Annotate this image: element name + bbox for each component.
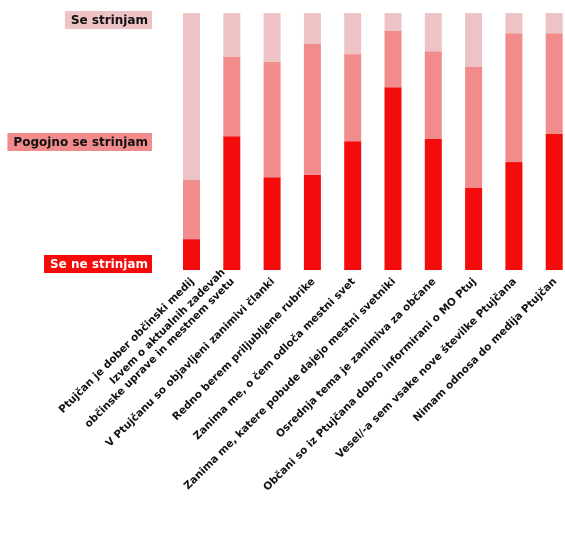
category-label-10: Nimam odnosa do medija Ptujčan: [411, 276, 559, 424]
legend: Se ne strinjam Pogojno se strinjam Se stri…: [7, 11, 152, 273]
bar-segment-se-ne-strinjam-2: [223, 136, 241, 270]
bar-segment-se-ne-strinjam-4: [303, 174, 321, 270]
bar-segment-se-strinjam-1: [183, 13, 200, 181]
bar-segment-pogojno-se-strinjam-5: [344, 54, 362, 142]
bar-segment-pogojno-se-strinjam-10: [545, 33, 563, 134]
bar-segment-pogojno-se-strinjam-3: [263, 61, 281, 178]
bar-segment-pogojno-se-strinjam-7: [424, 51, 442, 139]
bar-segment-se-strinjam-6: [384, 13, 402, 31]
bar-segment-pogojno-se-strinjam-6: [384, 30, 402, 88]
bar-segment-pogojno-se-strinjam-1: [183, 180, 200, 240]
legend-label-pogojno-se-strinjam: Pogojno se strinjam: [13, 135, 148, 149]
category-label-group-1: Ptujčan je dober občinski medij: [57, 276, 197, 416]
bar-segment-se-strinjam-9: [505, 13, 523, 34]
bar-segment-se-strinjam-5: [344, 13, 362, 55]
bar-segment-se-ne-strinjam-10: [545, 133, 563, 270]
bar-segment-se-ne-strinjam-6: [384, 87, 402, 270]
bar-segment-se-ne-strinjam-1: [183, 239, 200, 270]
bar-segment-se-strinjam-7: [424, 13, 442, 52]
legend-swatch-pogojno-se-strinjam: [7, 133, 152, 151]
category-label-group-10: Nimam odnosa do medija Ptujčan: [411, 276, 559, 424]
bar-segment-se-strinjam-10: [545, 13, 563, 34]
bar-segment-se-strinjam-4: [303, 13, 321, 44]
bar-segment-se-strinjam-2: [223, 13, 241, 57]
legend-label-se-strinjam: Se strinjam: [71, 13, 148, 27]
bar-segment-se-ne-strinjam-5: [344, 141, 362, 270]
bar-segment-se-ne-strinjam-8: [465, 187, 483, 270]
bar-segment-pogojno-se-strinjam-4: [303, 43, 321, 175]
category-label-1: Ptujčan je dober občinski medij: [57, 276, 197, 416]
legend-label-se-ne-strinjam: Se ne strinjam: [50, 257, 148, 271]
bars-group: [183, 13, 563, 270]
bar-segment-se-ne-strinjam-3: [263, 177, 281, 270]
bar-segment-pogojno-se-strinjam-2: [223, 56, 241, 137]
bar-segment-se-strinjam-3: [263, 13, 281, 62]
bar-segment-pogojno-se-strinjam-8: [465, 66, 483, 188]
category-label-2-line-1: Izvem o aktualnih zadevah: [107, 266, 227, 386]
legend-swatch-se-strinjam: [64, 11, 152, 29]
bar-segment-se-strinjam-8: [465, 13, 483, 67]
bar-segment-pogojno-se-strinjam-9: [505, 33, 523, 163]
bar-segment-se-ne-strinjam-7: [424, 138, 442, 270]
legend-swatch-se-ne-strinjam: [44, 255, 152, 273]
category-label-2-line-2: občinske uprave in mestnem svetu: [82, 276, 237, 431]
bar-segment-se-ne-strinjam-9: [505, 162, 523, 270]
